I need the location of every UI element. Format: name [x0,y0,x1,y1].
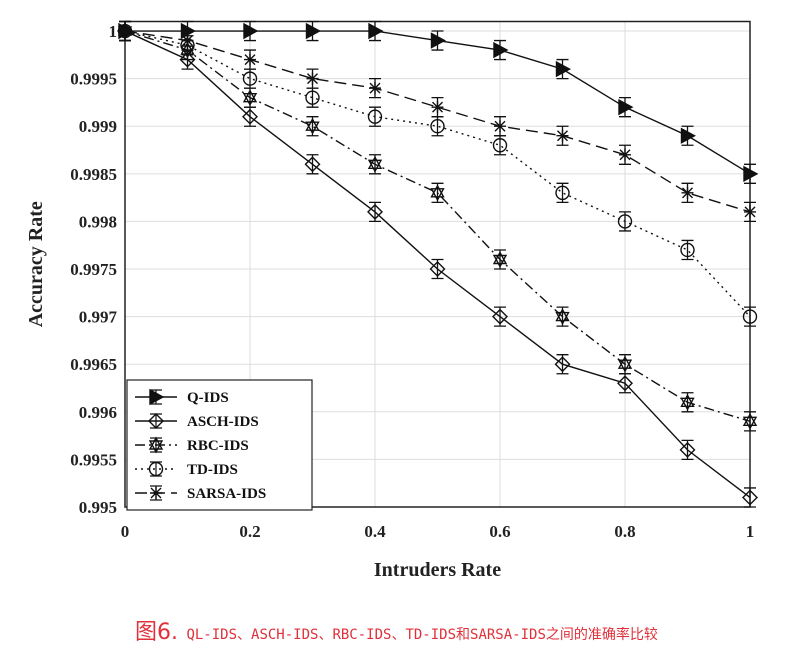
x-axis-label: Intruders Rate [374,559,501,581]
diamond-marker [367,203,383,220]
circle-marker [148,461,164,477]
legend-label: TD-IDS [187,462,238,478]
diamond-marker [242,108,258,125]
y-tick-label: 0.9965 [70,355,117,374]
triangle-marker [680,127,696,144]
circle-marker [242,71,258,86]
diamond-marker [304,156,321,173]
diamond-marker [179,51,196,68]
y-tick-label: 0.999 [79,117,117,136]
y-tick-label: 0.995 [79,498,117,517]
diamond-marker [492,308,508,325]
diamond-marker [554,356,571,373]
triangle-marker [368,22,384,40]
hexagram-marker [242,89,258,107]
hexagram-marker [430,184,445,202]
triangle-marker [305,22,321,40]
legend-label: ASCH-IDS [187,414,259,430]
accuracy-chart: 0 0.2 0.4 0.6 0.8 1 0.995 0.9955 0.996 0.9965 0.99… [25,20,759,581]
circle-marker [617,214,633,229]
asterisk-marker [619,148,631,161]
series-line [124,30,751,318]
asterisk-marker [431,101,444,114]
y-tick-label: 0.9995 [70,70,117,89]
triangle-marker [243,22,259,40]
hexagram-marker [492,251,508,268]
asterisk-marker [744,205,756,218]
diamond-marker [679,441,696,458]
triangle-marker [493,41,509,59]
hexagram-marker [555,308,570,326]
asterisk-marker [119,25,131,38]
circle-marker [742,309,758,324]
x-tick-label: 1 [746,522,755,541]
y-tick-label: 0.996 [79,403,117,422]
triangle-marker [149,388,165,406]
x-tick-label: 0.4 [364,522,386,541]
diamond-marker [617,375,633,392]
circle-marker [555,185,570,201]
legend-label: Q-IDS [187,390,229,406]
triangle-marker [555,60,571,78]
asterisk-marker [306,72,319,85]
y-axis-label: Accuracy Rate [25,201,47,327]
y-tick-label: 1 [109,22,118,41]
y-tick-label: 0.9975 [70,260,117,279]
legend-box [126,379,313,511]
y-tick-label: 0.997 [79,308,118,327]
circle-marker [680,242,695,258]
circle-marker [430,119,445,134]
circle-marker [367,109,383,124]
triangle-marker [618,99,634,116]
hexagram-marker [617,355,633,373]
caption-text: QL-IDS、ASCH-IDS、RBC-IDS、TD-IDS和SARSA-IDS… [186,627,658,643]
triangle-marker [743,165,759,182]
x-tick-label: 0 [121,522,130,541]
legend-label: RBC-IDS [187,438,249,454]
legend-label: SARSA-IDS [187,486,266,502]
asterisk-marker [150,487,162,499]
figure-caption: 图6. QL-IDS、ASCH-IDS、RBC-IDS、TD-IDS和SARSA… [135,614,658,646]
asterisk-marker [181,34,194,47]
asterisk-marker [244,53,256,66]
series-line [124,30,751,213]
hexagram-marker [148,436,164,454]
hexagram-marker [305,117,320,135]
x-tick-label: 0.2 [239,522,260,541]
asterisk-marker [556,129,569,142]
diamond-marker [148,413,164,429]
asterisk-marker [494,120,506,133]
figure-number: 图6. [135,620,178,645]
x-tick-label: 0.8 [614,522,635,541]
hexagram-marker [367,155,383,173]
asterisk-marker [681,186,694,199]
series-sarsa-ids [119,20,756,223]
asterisk-marker [369,82,381,95]
y-tick-label: 0.9955 [70,450,117,469]
triangle-marker [430,32,446,49]
circle-marker [305,90,320,105]
legend: Q-IDS ASCH-IDS RBC-IDS TD-IDS SARSA-IDS [126,379,313,511]
axes-frame [124,20,751,508]
circle-marker [492,138,508,153]
hexagram-marker [680,393,695,411]
hexagram-marker [742,412,758,430]
x-tick-label: 0.6 [489,522,510,541]
diamond-marker [429,261,446,277]
y-tick-label: 0.998 [79,212,117,231]
y-tick-label: 0.9985 [70,165,117,184]
diamond-marker [742,489,758,506]
series-td-ids [117,20,758,327]
